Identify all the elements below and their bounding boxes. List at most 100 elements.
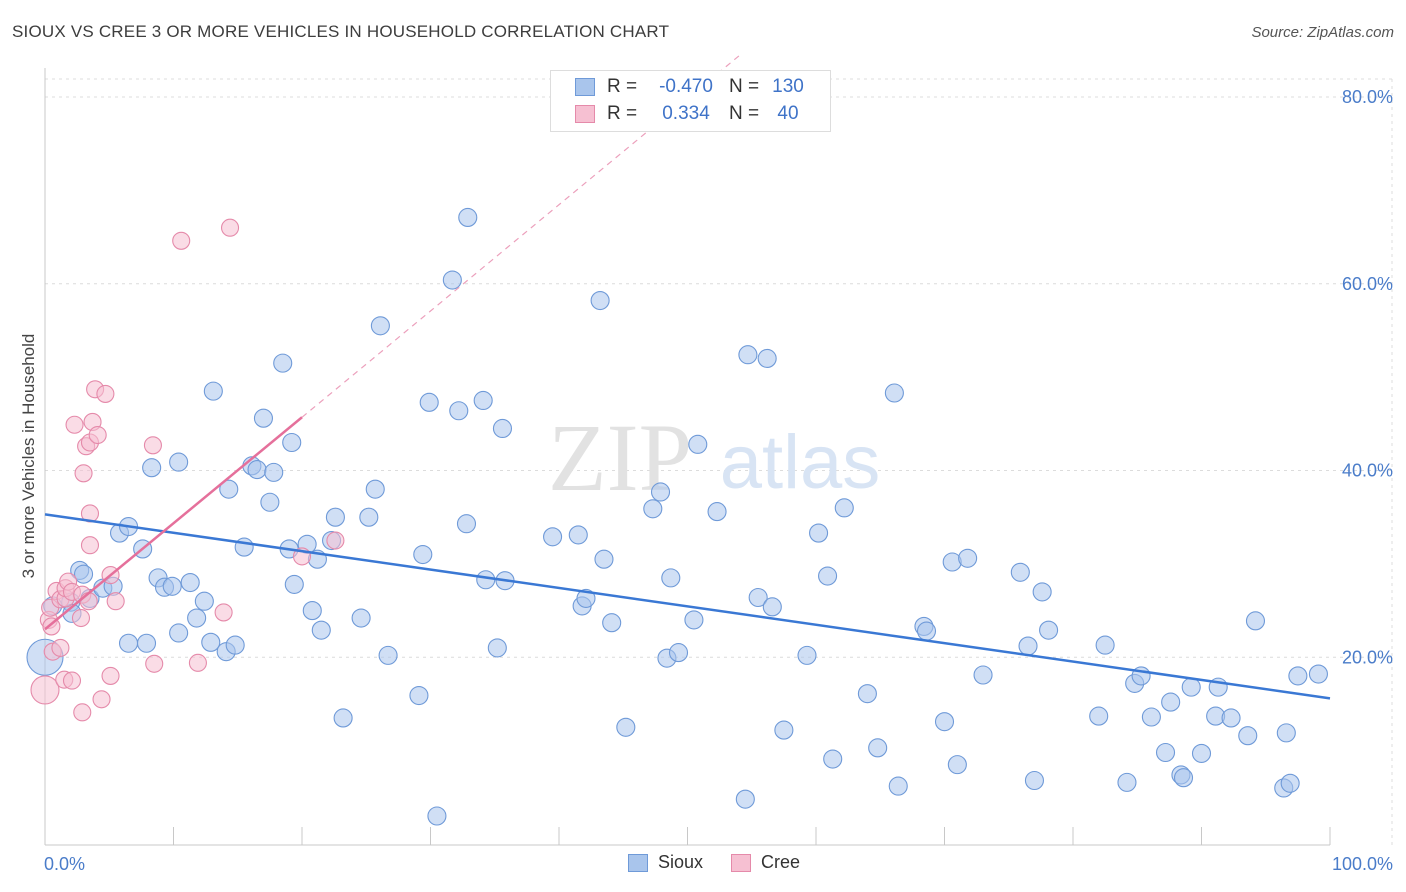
- data-point-sioux: [74, 564, 94, 584]
- data-point-cree: [73, 703, 92, 722]
- legend-r-value: -0.470: [659, 76, 713, 97]
- data-point-sioux: [884, 383, 904, 403]
- chart-title: SIOUX VS CREE 3 OR MORE VEHICLES IN HOUS…: [12, 22, 670, 41]
- bottom-legend-label-sioux: Sioux: [658, 852, 704, 872]
- data-point-sioux: [616, 717, 636, 737]
- data-point-sioux: [1238, 726, 1258, 746]
- data-point-sioux: [650, 482, 671, 502]
- legend-n-label: N =: [729, 76, 760, 97]
- data-point-cree: [30, 675, 60, 705]
- watermark-zip: ZIP: [548, 404, 692, 511]
- y-axis-label: 3 or more Vehicles in Household: [19, 334, 38, 579]
- data-point-sioux: [888, 776, 908, 796]
- data-point-sioux: [409, 685, 429, 706]
- legend-swatch-sioux: [575, 78, 595, 96]
- data-point-sioux: [427, 806, 447, 826]
- data-point-cree: [42, 617, 61, 636]
- legend-n-value: 130: [772, 76, 804, 97]
- data-point-sioux: [378, 645, 398, 665]
- legend-r-value: 0.334: [662, 103, 710, 124]
- data-point-sioux: [973, 665, 993, 685]
- data-point-cree: [80, 536, 100, 555]
- data-point-sioux: [1288, 666, 1308, 686]
- legend-row-sioux: R = -0.470 N = 130: [575, 75, 811, 99]
- data-point-sioux: [456, 514, 477, 534]
- data-point-sioux: [419, 392, 439, 412]
- data-point-sioux: [797, 645, 817, 665]
- data-point-sioux: [590, 291, 610, 311]
- data-point-sioux: [748, 587, 768, 608]
- data-point-sioux: [473, 390, 493, 411]
- data-point-sioux: [1155, 742, 1176, 763]
- data-point-sioux: [282, 432, 302, 453]
- chart-source: Source: ZipAtlas.com: [1251, 24, 1394, 41]
- data-point-sioux: [351, 608, 371, 628]
- data-point-sioux: [958, 548, 978, 568]
- data-point-sioux: [487, 638, 507, 658]
- data-point-sioux: [442, 270, 462, 290]
- bottom-legend-label-cree: Cree: [761, 852, 801, 872]
- bottom-legend-sioux: Sioux: [628, 852, 703, 873]
- data-point-sioux: [818, 566, 838, 586]
- data-point-sioux: [1032, 582, 1052, 602]
- data-point-cree: [326, 531, 345, 550]
- data-point-cree: [71, 608, 91, 628]
- data-point-sioux: [169, 623, 189, 643]
- data-point-sioux: [260, 492, 280, 512]
- legend-n-value: 40: [777, 103, 799, 124]
- data-point-sioux: [247, 460, 267, 480]
- trend-line-cree: [44, 416, 303, 631]
- sioux-points: [26, 207, 1328, 826]
- data-point-sioux: [688, 434, 708, 454]
- data-point-cree: [172, 231, 191, 250]
- axes: [44, 68, 1331, 846]
- data-point-cree: [220, 218, 240, 237]
- data-point-sioux: [359, 507, 379, 527]
- data-point-sioux: [1191, 743, 1212, 763]
- data-point-cree: [62, 671, 82, 690]
- data-point-sioux: [413, 544, 433, 565]
- data-point-sioux: [136, 633, 157, 653]
- data-point-sioux: [1039, 620, 1059, 640]
- data-point-sioux: [194, 591, 214, 611]
- data-point-sioux: [684, 610, 704, 630]
- data-point-sioux: [302, 601, 322, 621]
- data-point-sioux: [273, 353, 293, 373]
- tick-labels: 20.0% 40.0% 60.0% 80.0% 0.0% 100.0%: [44, 87, 1393, 874]
- legend-r-label: R =: [607, 103, 638, 124]
- data-point-sioux: [1308, 664, 1328, 684]
- x-tick-label: 0.0%: [44, 854, 85, 874]
- data-point-sioux: [325, 507, 345, 527]
- data-point-sioux: [201, 632, 221, 652]
- data-point-cree: [188, 653, 207, 672]
- data-point-sioux: [916, 621, 937, 641]
- data-point-sioux: [594, 549, 614, 569]
- data-point-sioux: [809, 523, 829, 543]
- data-point-sioux: [774, 720, 794, 740]
- data-point-cree: [74, 464, 93, 483]
- data-point-sioux: [947, 755, 967, 775]
- legend-n-label: N =: [729, 103, 760, 124]
- data-point-sioux: [1161, 692, 1181, 712]
- data-point-cree: [214, 603, 233, 622]
- data-point-sioux: [225, 635, 245, 655]
- data-point-sioux: [169, 452, 189, 472]
- data-point-sioux: [333, 708, 353, 728]
- data-point-sioux: [934, 712, 955, 732]
- data-point-cree: [106, 592, 125, 611]
- data-point-cree: [51, 638, 70, 657]
- watermark-atlas: atlas: [720, 420, 881, 505]
- data-point-sioux: [576, 588, 596, 608]
- data-point-sioux: [1095, 635, 1115, 655]
- data-point-cree: [65, 415, 84, 434]
- data-point-sioux: [1245, 611, 1266, 631]
- data-point-sioux: [449, 401, 469, 421]
- data-point-sioux: [253, 408, 274, 428]
- bottom-legend-cree: Cree: [731, 852, 800, 873]
- data-point-sioux: [219, 479, 239, 499]
- data-point-sioux: [1280, 773, 1300, 793]
- data-point-sioux: [458, 207, 478, 228]
- data-point-sioux: [1221, 708, 1241, 728]
- data-point-sioux: [738, 345, 758, 365]
